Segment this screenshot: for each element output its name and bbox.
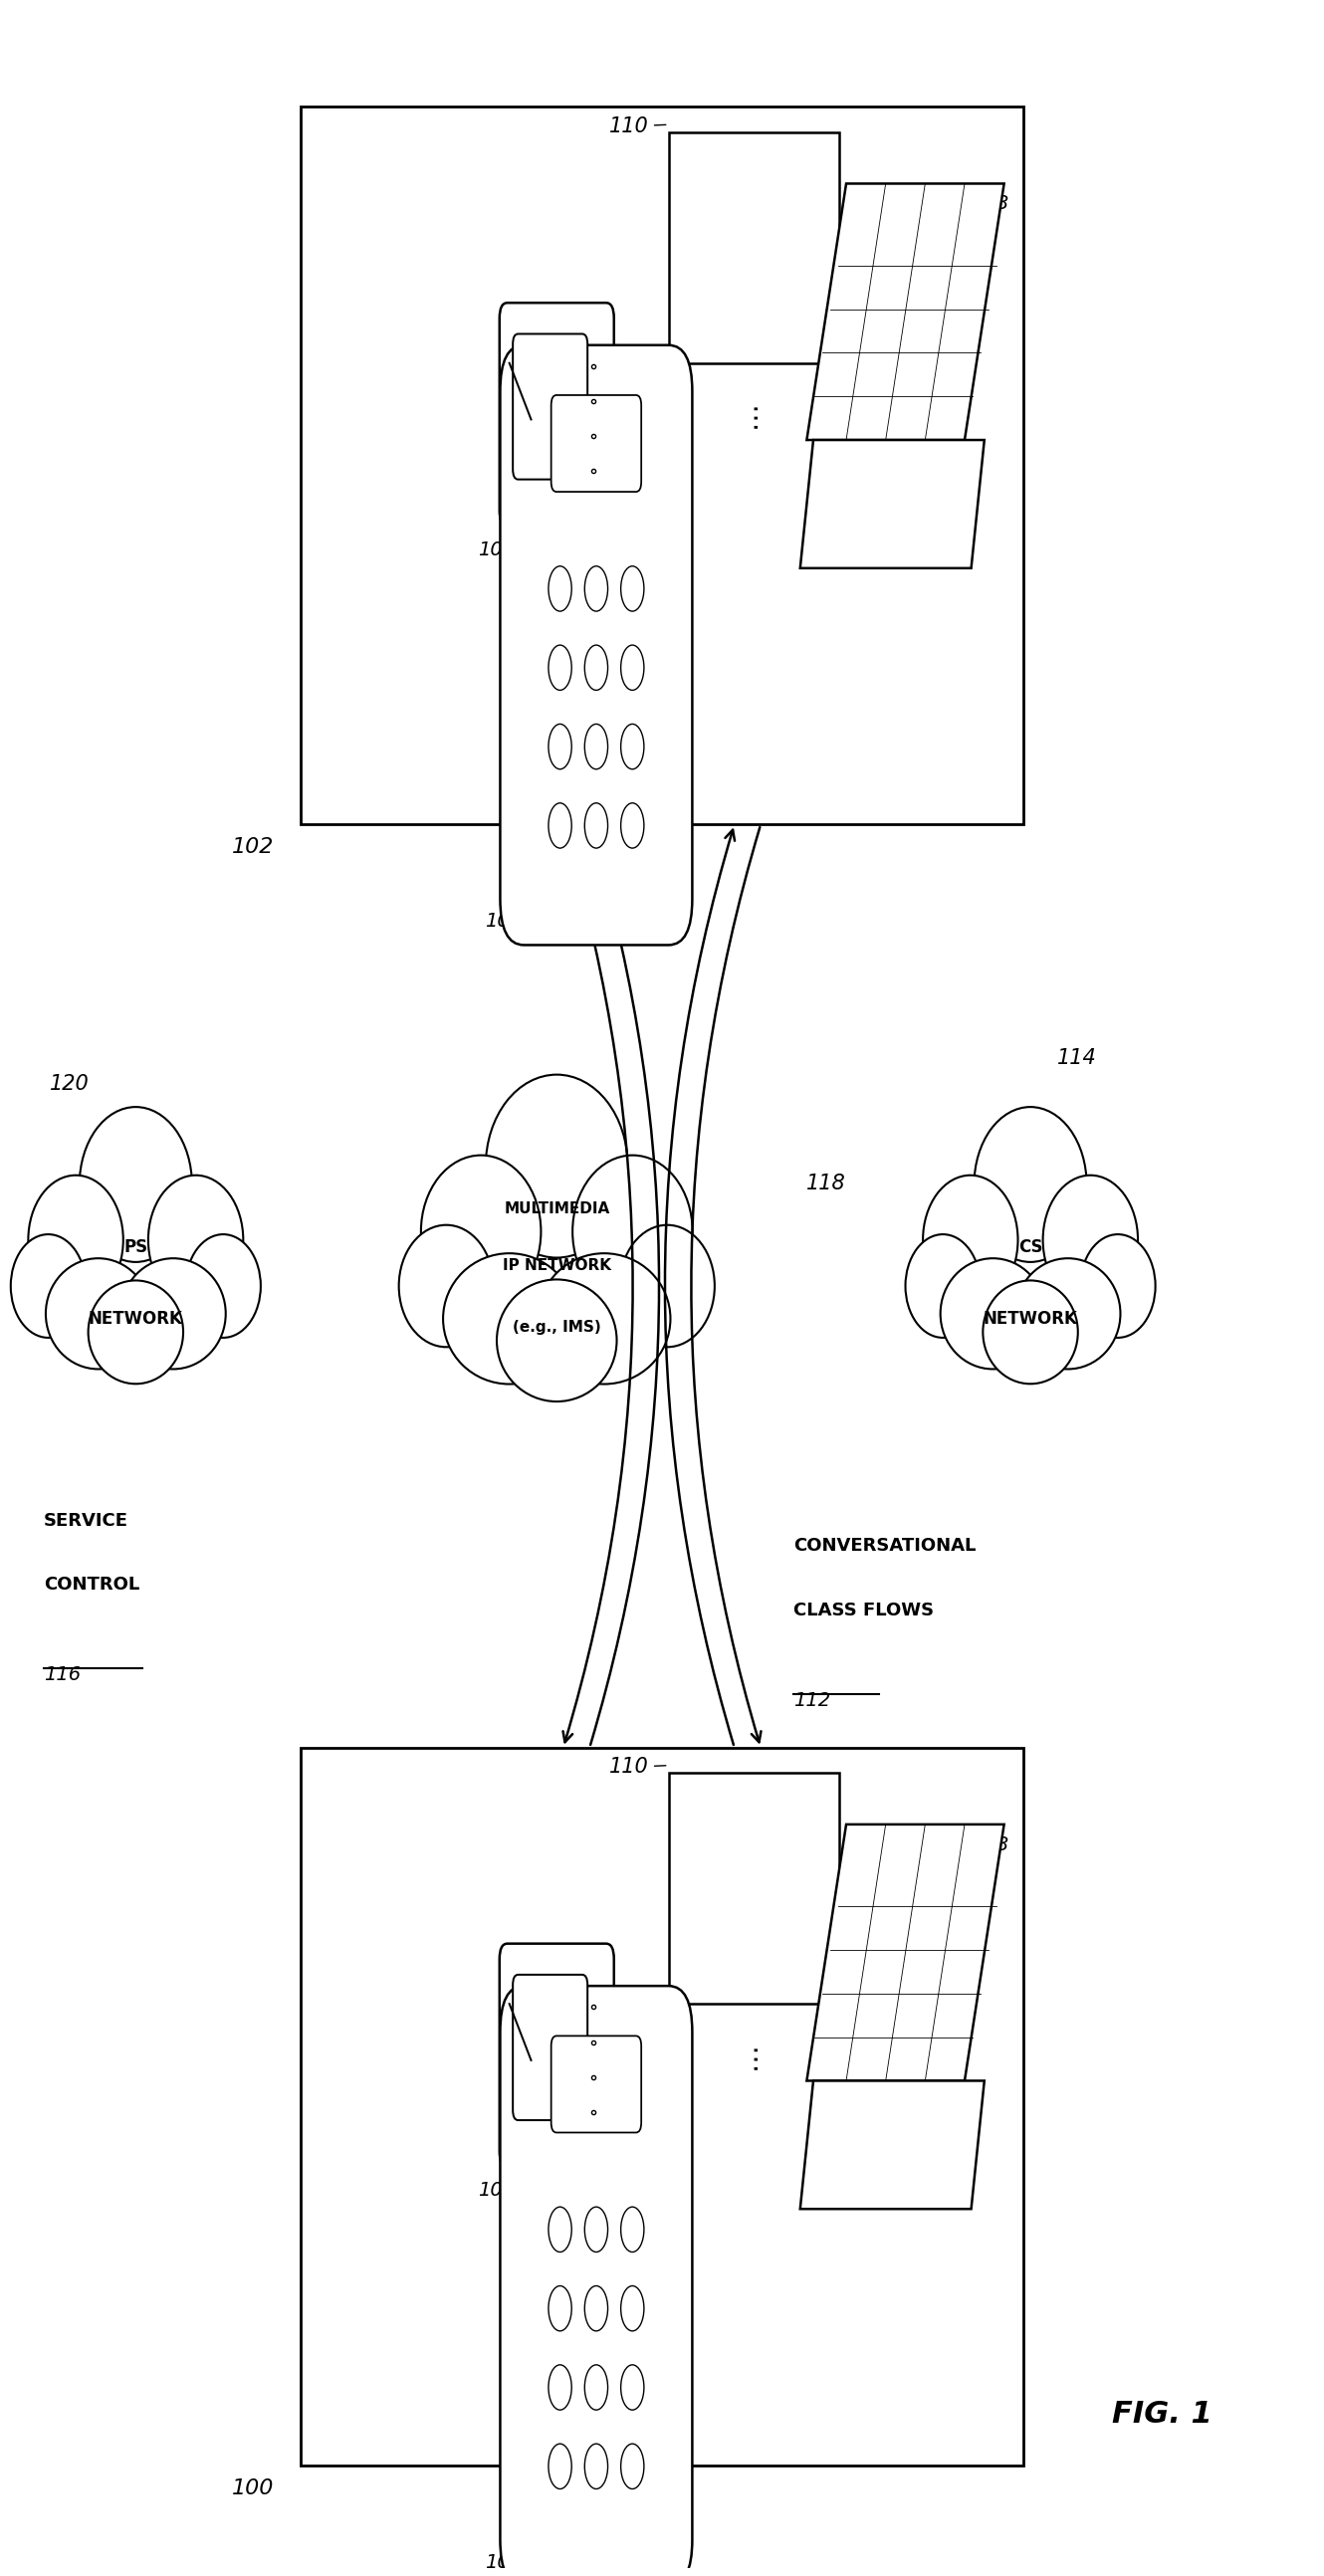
- Polygon shape: [806, 183, 1004, 440]
- Text: 112: 112: [793, 1690, 830, 1710]
- Circle shape: [585, 2365, 608, 2411]
- FancyBboxPatch shape: [512, 1976, 588, 2120]
- Text: 106: 106: [478, 2164, 535, 2200]
- FancyArrowPatch shape: [563, 827, 633, 1741]
- Text: 104: 104: [485, 902, 542, 930]
- Ellipse shape: [974, 1108, 1087, 1262]
- Text: NETWORK: NETWORK: [89, 1311, 183, 1329]
- Text: ⋯: ⋯: [740, 2040, 768, 2069]
- Text: (e.g., IMS): (e.g., IMS): [512, 1319, 601, 1334]
- Text: 114: 114: [1057, 1048, 1096, 1069]
- Ellipse shape: [982, 1280, 1078, 1383]
- Ellipse shape: [1016, 1257, 1120, 1368]
- Polygon shape: [800, 2081, 984, 2210]
- Ellipse shape: [572, 1154, 692, 1309]
- Circle shape: [585, 567, 608, 611]
- Circle shape: [585, 2445, 608, 2488]
- Ellipse shape: [11, 1234, 86, 1337]
- Ellipse shape: [940, 1257, 1046, 1368]
- Text: 106: 106: [478, 523, 535, 559]
- Circle shape: [585, 2208, 608, 2251]
- Bar: [669, 131, 839, 363]
- Ellipse shape: [923, 1175, 1018, 1303]
- Text: 108: 108: [967, 193, 1008, 245]
- Circle shape: [621, 724, 643, 770]
- Circle shape: [621, 644, 643, 690]
- Ellipse shape: [28, 1175, 123, 1303]
- Text: IP NETWORK: IP NETWORK: [503, 1257, 610, 1273]
- FancyArrowPatch shape: [589, 829, 659, 1744]
- Text: 102: 102: [232, 837, 274, 858]
- Ellipse shape: [486, 1074, 628, 1257]
- Ellipse shape: [79, 1108, 192, 1262]
- Text: CONTROL: CONTROL: [44, 1577, 139, 1595]
- Text: 120: 120: [50, 1074, 90, 1095]
- Text: CS: CS: [1018, 1239, 1042, 1257]
- Circle shape: [548, 804, 572, 848]
- Circle shape: [548, 2365, 572, 2411]
- Ellipse shape: [148, 1175, 244, 1303]
- Polygon shape: [800, 440, 984, 569]
- Ellipse shape: [399, 1226, 494, 1347]
- FancyBboxPatch shape: [499, 304, 614, 526]
- Circle shape: [548, 2208, 572, 2251]
- Ellipse shape: [1080, 1234, 1156, 1337]
- Circle shape: [585, 804, 608, 848]
- Ellipse shape: [906, 1234, 980, 1337]
- Text: FIG. 1: FIG. 1: [1112, 2401, 1211, 2429]
- Circle shape: [621, 2445, 643, 2488]
- FancyArrowPatch shape: [691, 827, 761, 1741]
- Polygon shape: [806, 1824, 1004, 2081]
- Text: NETWORK: NETWORK: [984, 1311, 1078, 1329]
- Text: PS: PS: [123, 1239, 148, 1257]
- Ellipse shape: [89, 1280, 183, 1383]
- Circle shape: [585, 2285, 608, 2331]
- Circle shape: [548, 567, 572, 611]
- Ellipse shape: [444, 1255, 576, 1383]
- Text: SERVICE: SERVICE: [44, 1512, 128, 1530]
- Ellipse shape: [620, 1226, 715, 1347]
- Ellipse shape: [538, 1255, 670, 1383]
- Circle shape: [548, 724, 572, 770]
- Circle shape: [621, 2365, 643, 2411]
- Text: 118: 118: [806, 1175, 846, 1193]
- FancyBboxPatch shape: [499, 1945, 614, 2166]
- Text: 110: 110: [609, 116, 666, 137]
- Circle shape: [548, 644, 572, 690]
- Text: 104: 104: [485, 2543, 542, 2571]
- Circle shape: [621, 804, 643, 848]
- Ellipse shape: [46, 1257, 151, 1368]
- Text: CONVERSATIONAL: CONVERSATIONAL: [793, 1538, 976, 1556]
- Circle shape: [548, 2285, 572, 2331]
- Ellipse shape: [1043, 1175, 1137, 1303]
- Ellipse shape: [496, 1280, 617, 1401]
- Text: CLASS FLOWS: CLASS FLOWS: [793, 1602, 933, 1620]
- Circle shape: [621, 2208, 643, 2251]
- FancyBboxPatch shape: [500, 345, 692, 945]
- Text: MULTIMEDIA: MULTIMEDIA: [504, 1200, 609, 1216]
- Circle shape: [621, 2285, 643, 2331]
- Circle shape: [585, 644, 608, 690]
- Text: 116: 116: [44, 1667, 81, 1685]
- Ellipse shape: [120, 1257, 225, 1368]
- FancyBboxPatch shape: [512, 335, 588, 479]
- Bar: [669, 1772, 839, 2004]
- Text: 100: 100: [232, 2478, 274, 2499]
- Circle shape: [585, 724, 608, 770]
- Text: 110: 110: [609, 1757, 666, 1777]
- Text: ⋯: ⋯: [740, 399, 768, 428]
- FancyBboxPatch shape: [500, 1986, 692, 2576]
- Bar: [301, 1747, 1023, 2465]
- Text: 108: 108: [967, 1834, 1008, 1886]
- Bar: [301, 106, 1023, 824]
- Circle shape: [548, 2445, 572, 2488]
- FancyBboxPatch shape: [551, 2035, 641, 2133]
- Ellipse shape: [421, 1154, 542, 1309]
- Ellipse shape: [185, 1234, 261, 1337]
- Circle shape: [621, 567, 643, 611]
- FancyArrowPatch shape: [665, 829, 735, 1744]
- FancyBboxPatch shape: [551, 394, 641, 492]
